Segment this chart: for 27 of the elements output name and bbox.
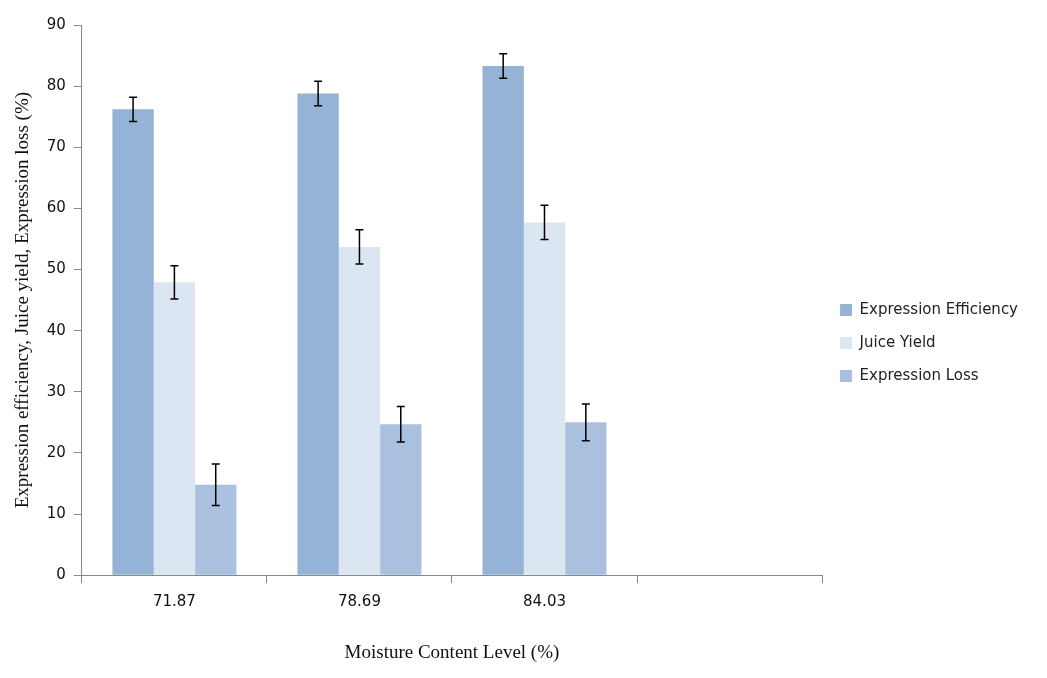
- bar: [195, 484, 237, 575]
- x-tick-label: 84.03: [523, 592, 566, 611]
- bar: [297, 93, 339, 575]
- bar: [523, 222, 566, 575]
- y-tick-label: 80: [46, 76, 66, 95]
- legend-label: Expression Efficiency: [859, 299, 1019, 318]
- y-tick-label: 90: [46, 14, 66, 33]
- y-tick-label: 0: [56, 565, 66, 584]
- x-axis-title: Moisture Content Level (%): [344, 640, 560, 663]
- bar: [482, 65, 524, 575]
- y-tick-label: 10: [46, 503, 66, 522]
- bar: [338, 246, 381, 575]
- x-tick-label: 78.69: [337, 592, 381, 611]
- bar: [153, 282, 196, 575]
- y-axis-title: Expression efficiency, Juice yield, Expression loss (%): [11, 91, 34, 509]
- bar: [565, 422, 607, 575]
- y-tick-label: 40: [46, 320, 66, 339]
- y-tick-label: 20: [46, 442, 66, 461]
- legend-label: Expression Loss: [859, 365, 979, 384]
- y-tick-label: 70: [46, 137, 66, 156]
- y-tick-label: 50: [46, 259, 66, 278]
- y-tick-label: 60: [46, 198, 66, 217]
- x-tick-label: 71.87: [152, 592, 196, 611]
- legend-label: Juice Yield: [858, 332, 936, 351]
- bar: [112, 109, 154, 575]
- y-tick-label: 30: [46, 381, 66, 400]
- bar: [380, 424, 422, 575]
